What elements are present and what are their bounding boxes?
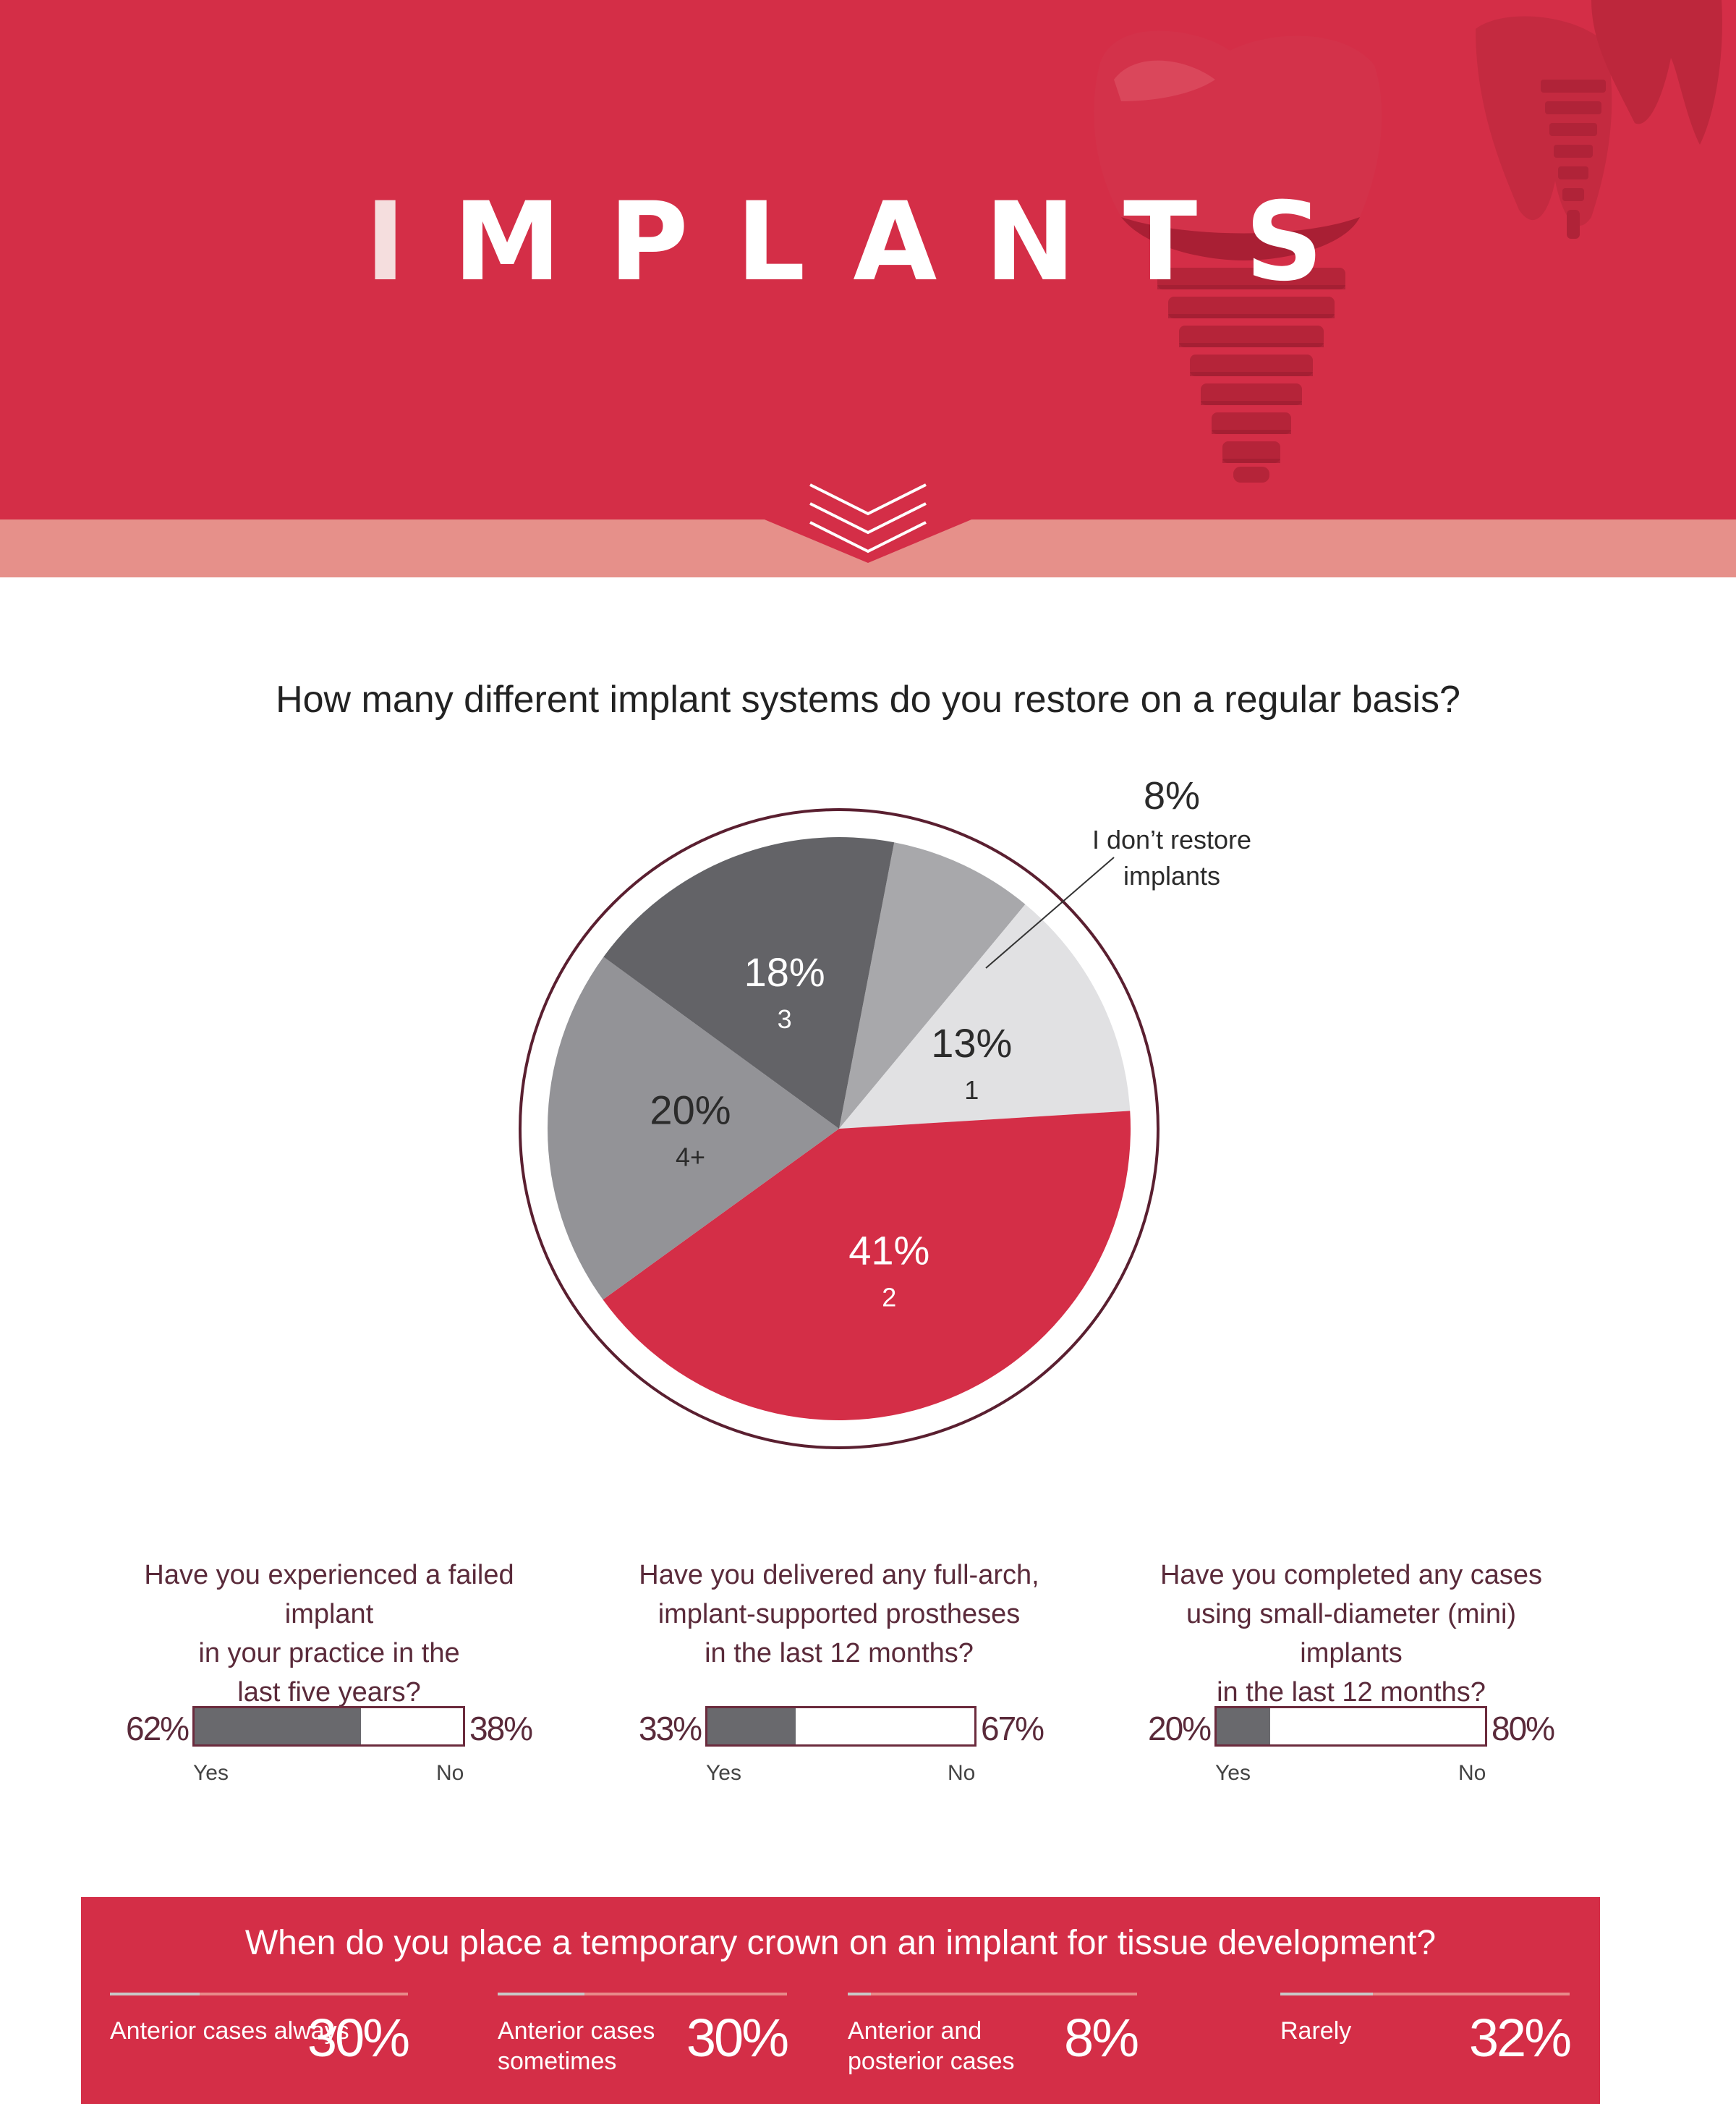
crown-category-bar — [1280, 1993, 1570, 1995]
temporary-crown-panel: When do you place a temporary crown on a… — [81, 1897, 1600, 2104]
no-percent: 80% — [1492, 1710, 1555, 1747]
no-label: No — [948, 1761, 976, 1785]
yes-no-bar — [1214, 1706, 1487, 1747]
pie-slice — [839, 842, 1026, 1129]
crown-category-label-line: Anterior and — [848, 2017, 982, 2045]
crown-category-bar — [110, 1993, 408, 1995]
crown-category-bar-fill — [1280, 1993, 1373, 1995]
pie-slice-percent: 13% — [931, 1020, 1012, 1066]
crown-category-label: Rarely — [1280, 2016, 1351, 2046]
yes-no-question-line: Have you delivered any full-arch, — [639, 1560, 1039, 1590]
yes-no-question-line: in the last 12 months? — [705, 1638, 974, 1668]
pie-slice — [603, 837, 895, 1129]
pie-slice — [839, 904, 1131, 1129]
crown-category-bar — [498, 1993, 787, 1995]
yes-no-question: Have you delivered any full-arch, implant… — [637, 1556, 1042, 1673]
crown-category-percent: 30% — [307, 2008, 410, 2068]
yes-no-question-line: using small-diameter (mini) implants — [1186, 1599, 1517, 1668]
crown-category-percent: 30% — [686, 2008, 789, 2068]
crown-category-percent: 8% — [1064, 2008, 1139, 2068]
yes-label: Yes — [706, 1761, 741, 1785]
crown-category-label: Anterior cases sometimes — [498, 2016, 655, 2077]
pie-slice — [548, 956, 839, 1300]
pie-slice-percent: 20% — [650, 1087, 731, 1133]
yes-no-question-line: last five years? — [237, 1677, 421, 1708]
pie-slice-percent: 18% — [744, 949, 825, 995]
no-label: No — [436, 1761, 464, 1785]
pie-slice-percent: 41% — [848, 1228, 929, 1273]
yes-no-question-line: Have you experienced a failed implant — [144, 1560, 514, 1629]
yes-no-question-line: in the last 12 months? — [1217, 1677, 1486, 1708]
header-notch — [761, 518, 975, 563]
pie-slice-label: 1 — [964, 1075, 979, 1105]
page-title: IMPLANTS — [365, 179, 1371, 305]
yes-no-bar — [705, 1706, 977, 1747]
yes-no-question: Have you completed any cases using small-… — [1149, 1556, 1554, 1712]
no-percent: 38% — [469, 1710, 533, 1747]
pie-slice-percent: 8% — [1144, 774, 1200, 818]
pie-slice-label: 2 — [882, 1283, 896, 1312]
chevron-down-icon — [809, 483, 927, 553]
temporary-crown-question: When do you place a temporary crown on a… — [244, 1924, 1437, 1962]
pie-slice-label: 3 — [778, 1004, 792, 1034]
crown-category: Anterior cases sometimes 30% — [498, 1993, 789, 2094]
yes-label: Yes — [193, 1761, 229, 1785]
crown-category-label: Anterior and posterior cases — [848, 2016, 1015, 2077]
yes-no-question-line: in your practice in the — [198, 1638, 460, 1668]
no-percent: 67% — [981, 1710, 1044, 1747]
pie-slice-label: 4+ — [676, 1142, 705, 1172]
yes-bar-fill — [707, 1708, 796, 1744]
tooth-implant-illustration — [1094, 0, 1722, 483]
crown-category-label: Anterior cases always — [110, 2016, 349, 2046]
yes-percent: 20% — [1148, 1710, 1212, 1747]
crown-category: Anterior and posterior cases 8% — [848, 1993, 1139, 2094]
header-banner: IMPLANTS — [0, 0, 1736, 519]
pie-question: How many different implant systems do yo… — [276, 679, 1460, 721]
yes-bar-fill — [1217, 1708, 1271, 1744]
crown-category-label-line: Anterior cases always — [110, 2017, 349, 2045]
crown-category: Rarely 32% — [1280, 1993, 1572, 2094]
yes-percent: 62% — [126, 1710, 190, 1747]
crown-category: Anterior cases always 30% — [110, 1993, 410, 2094]
yes-no-bar — [192, 1706, 465, 1747]
yes-no-question-line: implant-supported prostheses — [658, 1599, 1021, 1629]
no-label: No — [1458, 1761, 1486, 1785]
pie-slice-label: I don’t restore — [1092, 825, 1251, 854]
yes-label: Yes — [1215, 1761, 1251, 1785]
yes-percent: 33% — [639, 1710, 702, 1747]
pie-leader-line — [985, 857, 1115, 969]
pie-slice — [603, 1111, 1131, 1421]
crown-category-bar-fill — [848, 1993, 871, 1995]
crown-category-bar-fill — [110, 1993, 200, 1995]
yes-bar-fill — [195, 1708, 362, 1744]
crown-category-bar — [848, 1993, 1137, 1995]
crown-category-label-line: posterior cases — [848, 2048, 1015, 2075]
crown-category-label-line: Anterior cases — [498, 2017, 655, 2045]
yes-no-question-line: Have you completed any cases — [1160, 1560, 1543, 1590]
yes-no-question: Have you experienced a failed implant in … — [127, 1556, 532, 1712]
crown-category-percent: 32% — [1468, 2008, 1572, 2068]
crown-category-label-line: Rarely — [1280, 2017, 1352, 2045]
pie-slice-label: implants — [1123, 861, 1220, 891]
pie-chart: 8% I don’t restore implants 13% 1 41% 2 20% 4+ 18… — [519, 774, 1251, 1449]
crown-category-bar-fill — [498, 1993, 584, 1995]
crown-category-label-line: sometimes — [498, 2048, 617, 2075]
